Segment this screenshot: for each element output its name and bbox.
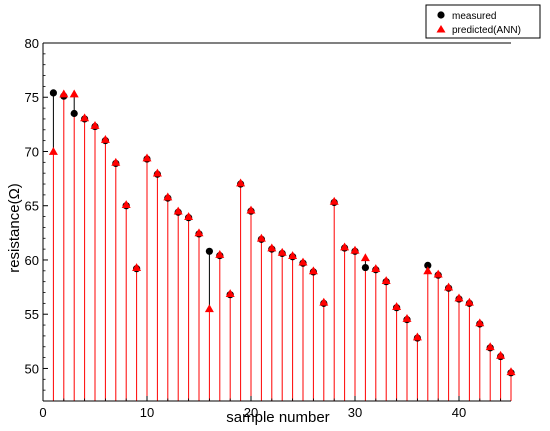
predicted-point xyxy=(111,157,121,166)
measured-point xyxy=(205,247,213,255)
predicted-point xyxy=(194,228,204,237)
predicted-point xyxy=(464,297,474,306)
predicted-point xyxy=(412,332,422,341)
measured-point xyxy=(424,261,432,269)
x-tick-label: 40 xyxy=(452,405,466,420)
predicted-point xyxy=(142,153,152,162)
measured-point xyxy=(49,89,58,97)
predicted-point xyxy=(319,297,329,306)
predicted-point xyxy=(204,304,214,313)
predicted-point xyxy=(506,367,516,376)
axes xyxy=(42,42,511,402)
stem-lines xyxy=(52,92,512,401)
predicted-point xyxy=(454,293,464,302)
predicted-point xyxy=(444,282,454,291)
predicted-point xyxy=(329,196,339,205)
predicted-point xyxy=(288,251,298,260)
series-predicted xyxy=(48,89,516,376)
predicted-point xyxy=(392,302,402,310)
predicted-point xyxy=(298,257,308,266)
predicted-point xyxy=(277,247,287,256)
predicted-point xyxy=(402,314,412,322)
x-tick-label: 0 xyxy=(39,405,46,420)
predicted-point xyxy=(48,146,58,155)
predicted-point xyxy=(152,168,162,177)
predicted-point xyxy=(340,242,350,251)
predicted-point xyxy=(80,113,90,122)
x-axis-label: sample number xyxy=(226,409,329,426)
predicted-point xyxy=(215,250,225,258)
legend: measured predicted(ANN) xyxy=(425,4,541,39)
predicted-point xyxy=(69,89,79,98)
measured-point xyxy=(361,263,369,272)
legend-marker-predicted xyxy=(436,25,446,33)
predicted-point xyxy=(90,120,100,129)
legend-label-predicted: predicted(ANN) xyxy=(452,25,521,36)
y-tick-label: 70 xyxy=(25,144,39,159)
x-tick-label: 20 xyxy=(244,405,258,420)
predicted-point xyxy=(475,318,485,327)
y-axis-label: resistance(Ω) xyxy=(6,183,23,273)
y-tick-label: 65 xyxy=(25,199,39,214)
predicted-point xyxy=(267,243,277,252)
measured-point xyxy=(70,109,78,118)
x-tick-label: 30 xyxy=(348,405,362,420)
predicted-point xyxy=(360,253,370,262)
predicted-point xyxy=(308,266,318,275)
predicted-point xyxy=(184,212,194,220)
predicted-point xyxy=(371,264,381,273)
predicted-point xyxy=(381,276,391,284)
predicted-point xyxy=(256,233,266,242)
y-tick-label: 80 xyxy=(25,36,39,51)
tick-marks: 50 55 60 65 70 75 80 0 10 20 30 40 xyxy=(25,36,502,420)
predicted-point xyxy=(163,192,173,201)
y-tick-label: 50 xyxy=(25,361,39,376)
predicted-point xyxy=(246,205,256,214)
predicted-point xyxy=(433,269,443,278)
predicted-point xyxy=(173,206,183,215)
predicted-point xyxy=(350,245,360,254)
predicted-point xyxy=(236,178,246,187)
predicted-point xyxy=(423,266,433,275)
predicted-point xyxy=(59,89,69,98)
legend-label-measured: measured xyxy=(452,11,496,22)
y-tick-label: 75 xyxy=(25,90,39,105)
predicted-point xyxy=(496,350,506,359)
y-tick-label: 60 xyxy=(25,253,39,268)
y-tick-label: 55 xyxy=(25,307,39,322)
predicted-point xyxy=(132,263,142,271)
legend-marker-measured xyxy=(437,11,445,19)
predicted-point xyxy=(121,200,131,209)
predicted-point xyxy=(100,135,110,143)
x-tick-label: 10 xyxy=(140,405,154,420)
predicted-point xyxy=(225,289,235,297)
predicted-point xyxy=(485,342,495,351)
